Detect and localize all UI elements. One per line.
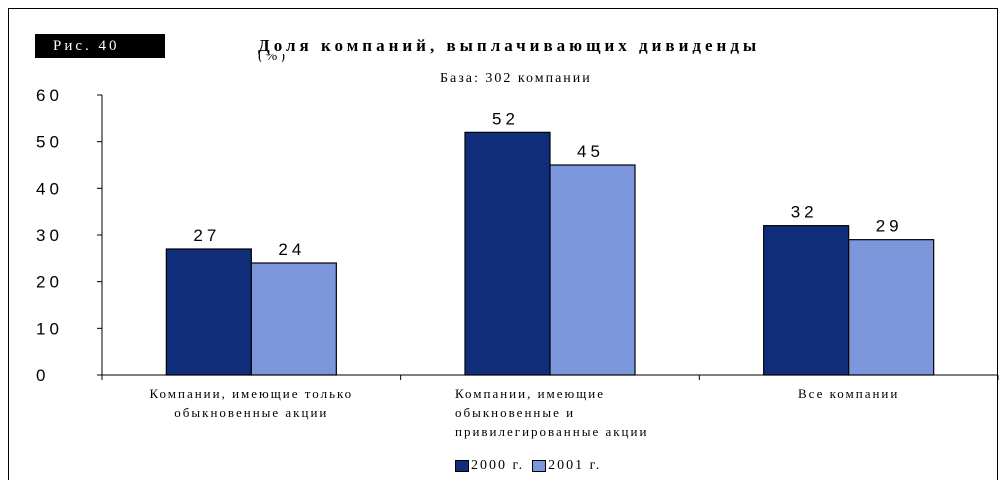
y-tick-label: 60 (36, 86, 63, 105)
legend-item-2000: 2000 г. (455, 458, 524, 474)
category-label: Все компании (798, 386, 899, 401)
legend-swatch-2000 (455, 460, 469, 472)
category-label: Компании, имеющие только (149, 386, 353, 401)
bar (165, 248, 252, 376)
y-tick-label: 40 (36, 179, 63, 198)
y-tick-label: 20 (36, 273, 63, 292)
figure-label: Рис. 40 (35, 34, 165, 58)
bar (250, 262, 337, 376)
chart-title: Доля компаний, выплачивающих дивиденды (258, 36, 761, 55)
data-label: 52 (492, 109, 519, 128)
legend-swatch-2001 (532, 460, 547, 472)
chart-title-unit: (%) (258, 54, 288, 62)
data-label: 27 (193, 226, 220, 245)
bar (763, 225, 850, 376)
legend-label-2001: 2001 г. (548, 458, 602, 473)
y-tick-label: 10 (36, 319, 63, 338)
data-label: 32 (791, 203, 818, 222)
y-tick-label: 50 (36, 133, 63, 152)
legend-label-2000: 2000 г. (471, 458, 525, 473)
data-label: 24 (278, 240, 305, 259)
bar (464, 131, 551, 376)
category-label: обыкновенные акции (174, 405, 328, 420)
data-label: 29 (876, 217, 903, 236)
legend: 2000 г. 2001 г. (455, 458, 609, 474)
y-tick-label: 0 (36, 366, 49, 385)
category-label: Компании, имеющие (455, 386, 605, 401)
bar (549, 164, 636, 376)
data-label: 45 (577, 142, 604, 161)
bar (848, 239, 935, 376)
chart-subtitle: База: 302 компании (440, 71, 592, 86)
category-label: привилегированные акции (455, 424, 648, 439)
category-label: обыкновенные и (455, 405, 575, 420)
y-tick-label: 30 (36, 226, 63, 245)
legend-item-2001: 2001 г. (532, 458, 601, 474)
